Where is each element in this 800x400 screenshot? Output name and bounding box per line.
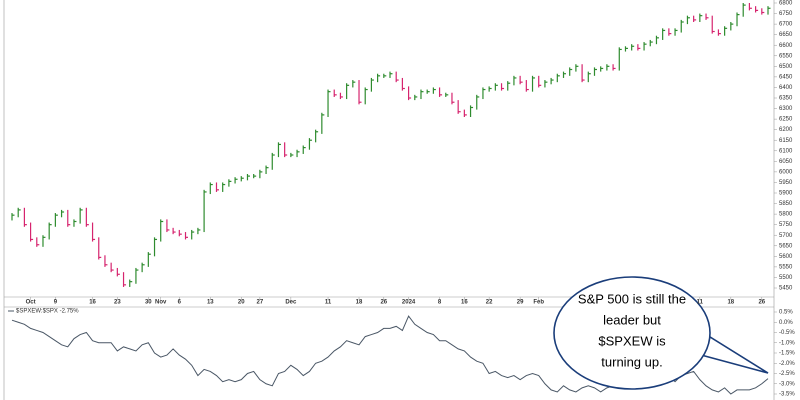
legend-label: $SPXEW:$SPX -2.75%: [16, 309, 79, 315]
x-tick-label: 23: [114, 300, 121, 306]
y-tick-label: 6350: [779, 96, 793, 102]
y-tick-label: 6450: [779, 74, 793, 80]
callout: S&P 500 is still the leader but $SPXEW is t…: [553, 276, 769, 390]
y-tick-label: 5750: [779, 222, 793, 228]
y-tick-label: -2.0%: [779, 361, 795, 367]
y-tick-label: 6300: [779, 106, 793, 112]
x-tick-label: Dec: [285, 300, 297, 306]
y-tick-label: -0.5%: [779, 330, 795, 336]
y-tick-label: 6400: [779, 85, 793, 91]
callout-text: S&P 500 is still the: [578, 291, 686, 306]
x-tick-label: 18: [727, 300, 734, 306]
y-tick-label: 6050: [779, 159, 793, 165]
y-tick-label: 6650: [779, 32, 793, 38]
y-tick-label: 5500: [779, 275, 793, 281]
x-tick-label: 27: [257, 300, 264, 306]
x-tick-label: 20: [238, 300, 245, 306]
y-tick-label: 6200: [779, 127, 793, 133]
y-tick-label: -3.0%: [779, 381, 795, 387]
callout-text: $SPXEW is: [598, 333, 666, 348]
y-tick-label: 5800: [779, 212, 793, 218]
x-tick-label: 6: [178, 300, 182, 306]
y-tick-label: 6000: [779, 169, 793, 175]
y-tick-label: 5850: [779, 201, 793, 207]
callout-bubble: [553, 276, 711, 390]
price-panel: 5450 5500 5550 5600 5650 5700 5750 5800 5850 5900…: [11, 1, 793, 292]
x-tick-label: 29: [517, 300, 524, 306]
y-tick-label: 5950: [779, 180, 793, 186]
x-tick-label: 26: [758, 300, 765, 306]
y-tick-label: -1.5%: [779, 351, 795, 357]
y-tick-label: -3.5%: [779, 392, 795, 398]
y-tick-label: 6500: [779, 64, 793, 70]
x-tick-label: 16: [461, 300, 468, 306]
y-tick-label: 6150: [779, 138, 793, 144]
callout-joint: [688, 333, 704, 349]
y-tick-label: 0.0%: [779, 320, 793, 326]
x-tick-label: 9: [54, 300, 58, 306]
x-tick-label: 2024: [402, 300, 416, 306]
x-tick-label: Nov: [155, 300, 167, 306]
y-tick-label: 6700: [779, 22, 793, 28]
x-tick-label: 8: [438, 300, 442, 306]
x-tick-label: 11: [325, 300, 332, 306]
y-tick-label: 6250: [779, 117, 793, 123]
x-tick-label: 13: [207, 300, 214, 306]
y-tick-label: -2.5%: [779, 371, 795, 377]
y-tick-label: 5550: [779, 264, 793, 270]
x-tick-label: Feb: [533, 300, 544, 306]
x-tick-label: Oct: [26, 300, 36, 306]
callout-text: turning up.: [601, 354, 662, 369]
y-tick-label: 5650: [779, 243, 793, 249]
y-tick-label: 5450: [779, 286, 793, 292]
y-tick-label: 0.5%: [779, 310, 793, 316]
callout-text: leader but: [603, 312, 661, 327]
y-tick-label: 6750: [779, 11, 793, 17]
x-tick-label: 26: [380, 300, 387, 306]
y-tick-label: 6550: [779, 53, 793, 59]
y-tick-label: 6800: [779, 1, 793, 7]
x-tick-label: 11: [697, 300, 704, 306]
x-tick-label: 16: [89, 300, 96, 306]
y-tick-label: 5900: [779, 191, 793, 197]
x-tick-label: 18: [356, 300, 363, 306]
x-tick-label: 22: [486, 300, 493, 306]
y-tick-label: 6100: [779, 148, 793, 154]
y-tick-label: 5700: [779, 233, 793, 239]
x-tick-label: 30: [145, 300, 152, 306]
y-tick-label: 5600: [779, 254, 793, 260]
y-tick-label: 6600: [779, 43, 793, 49]
y-tick-label: -1.0%: [779, 340, 795, 346]
